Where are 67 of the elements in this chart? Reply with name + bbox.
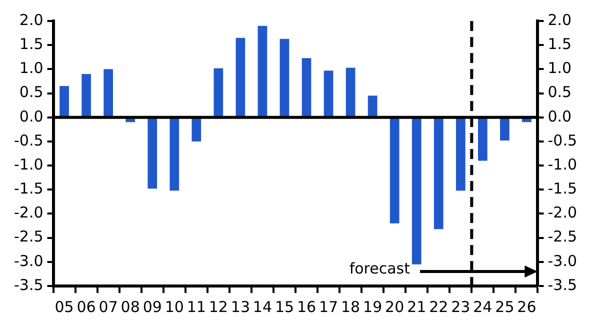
y-tick-label: 2.0 (19, 10, 44, 29)
bar (324, 70, 334, 117)
x-tick-label: 24 (473, 298, 492, 316)
bar (236, 38, 246, 117)
bar (104, 69, 113, 117)
x-tick-label: 08 (120, 298, 140, 316)
bar (456, 118, 466, 191)
bar (170, 118, 180, 191)
x-tick-label: 19 (363, 298, 382, 316)
bar (280, 38, 290, 117)
y-tick-label: 0.0 (19, 107, 44, 126)
x-tick-label: 18 (341, 298, 360, 316)
y2-tick-label: -0.5 (548, 131, 578, 150)
x-tick-label: 25 (495, 298, 514, 316)
bar (500, 118, 510, 140)
y2-tick-label: -2.5 (548, 228, 578, 246)
x-tick-label: 22 (429, 298, 448, 316)
x-tick-label: 07 (98, 298, 118, 316)
y-tick-label: -0.5 (14, 131, 44, 150)
y-tick-label: 1.0 (19, 59, 44, 78)
bar (258, 26, 268, 117)
y2-tick-label: 0.5 (548, 83, 572, 102)
bar (60, 86, 69, 117)
y-tick-label: -3.5 (14, 276, 44, 294)
y2-tick-label: -3.5 (548, 276, 578, 294)
x-tick-label: 12 (208, 298, 228, 316)
x-tick-label: 17 (318, 298, 338, 316)
bar (478, 118, 488, 161)
y2-tick-label: 2.0 (548, 10, 572, 29)
bar (302, 58, 312, 117)
annotation: forecast (349, 259, 410, 278)
x-tick-label: 10 (164, 298, 184, 316)
x-tick-label: 20 (385, 298, 404, 316)
y-tick-label: 1.5 (19, 34, 44, 53)
y2-tick-label: -2.0 (548, 204, 578, 222)
y-tick-label: 0.5 (19, 83, 44, 102)
bar (214, 68, 224, 117)
bar (368, 96, 378, 117)
bar (346, 68, 356, 117)
x-tick-label: 05 (54, 298, 74, 316)
bar (412, 118, 422, 264)
bar (192, 118, 202, 142)
bar (82, 74, 91, 117)
x-tick-label: 16 (296, 298, 316, 316)
x-tick-label: 11 (186, 298, 206, 316)
y2-tick-label: -1.5 (548, 180, 578, 198)
y2-tick-label: -1.0 (548, 155, 578, 174)
bar (434, 118, 444, 230)
x-tick-label: 14 (252, 298, 272, 316)
x-tick-label: 26 (517, 298, 536, 316)
x-tick-label: 21 (407, 298, 426, 316)
y-tick-label: -3.0 (14, 252, 44, 270)
y-tick-label: -1.0 (14, 155, 44, 174)
x-tick-label: 06 (76, 298, 96, 316)
y-tick-label: -2.0 (14, 204, 44, 222)
y2-tick-label: 1.5 (548, 34, 572, 53)
x-tick-label: 13 (230, 298, 250, 316)
y2-tick-label: 0.0 (548, 107, 572, 126)
bar (148, 118, 158, 189)
y-tick-label: -2.5 (14, 228, 44, 246)
x-tick-label: 23 (451, 298, 470, 316)
x-tick-label: 15 (274, 298, 294, 316)
bar (390, 118, 400, 224)
x-tick-label: 09 (142, 298, 162, 316)
y2-tick-label: 1.0 (548, 59, 572, 78)
y2-tick-label: -3.0 (548, 252, 578, 270)
y-tick-label: -1.5 (14, 180, 44, 198)
